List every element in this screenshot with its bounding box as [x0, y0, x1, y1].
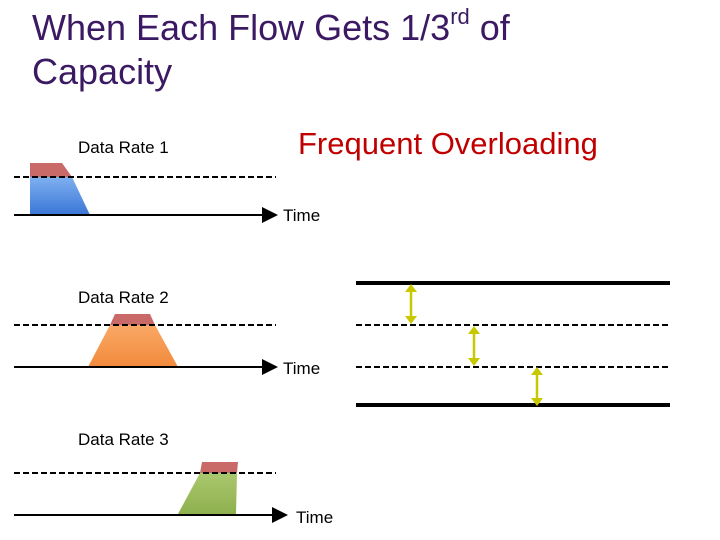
- double-arrow-3: [531, 367, 543, 406]
- flow1-overload-cap: [30, 163, 72, 177]
- aggregate-graph: [356, 281, 670, 407]
- slide-title: When Each Flow Gets 1/3rd of Capacity: [32, 6, 712, 94]
- flow3-graph: [14, 462, 288, 523]
- title-line2: Capacity: [32, 51, 173, 92]
- title-line1-prefix: When Each Flow Gets 1/3: [32, 7, 451, 48]
- double-arrow-1: [405, 284, 417, 324]
- flow3-shape: [178, 473, 237, 514]
- flow1-shape: [30, 177, 90, 215]
- flow2-time-label: Time: [283, 359, 321, 378]
- flow1-time-label: Time: [283, 206, 321, 225]
- flow1-rate-label: Data Rate 1: [78, 138, 169, 157]
- double-arrow-2: [468, 326, 480, 366]
- flow1-graph: [14, 163, 278, 223]
- flow3-rate-label: Data Rate 3: [78, 430, 169, 449]
- title-line1-suffix: of: [469, 7, 510, 48]
- flow3-overload-cap: [200, 462, 238, 473]
- flow2-shape: [88, 325, 178, 367]
- flow2-overload-cap: [110, 314, 155, 325]
- flow2-graph: [14, 314, 278, 375]
- overloading-callout: Frequent Overloading: [298, 126, 598, 161]
- title-superscript: rd: [450, 4, 470, 29]
- flow2-rate-label: Data Rate 2: [78, 288, 169, 307]
- flow3-time-label: Time: [296, 508, 334, 527]
